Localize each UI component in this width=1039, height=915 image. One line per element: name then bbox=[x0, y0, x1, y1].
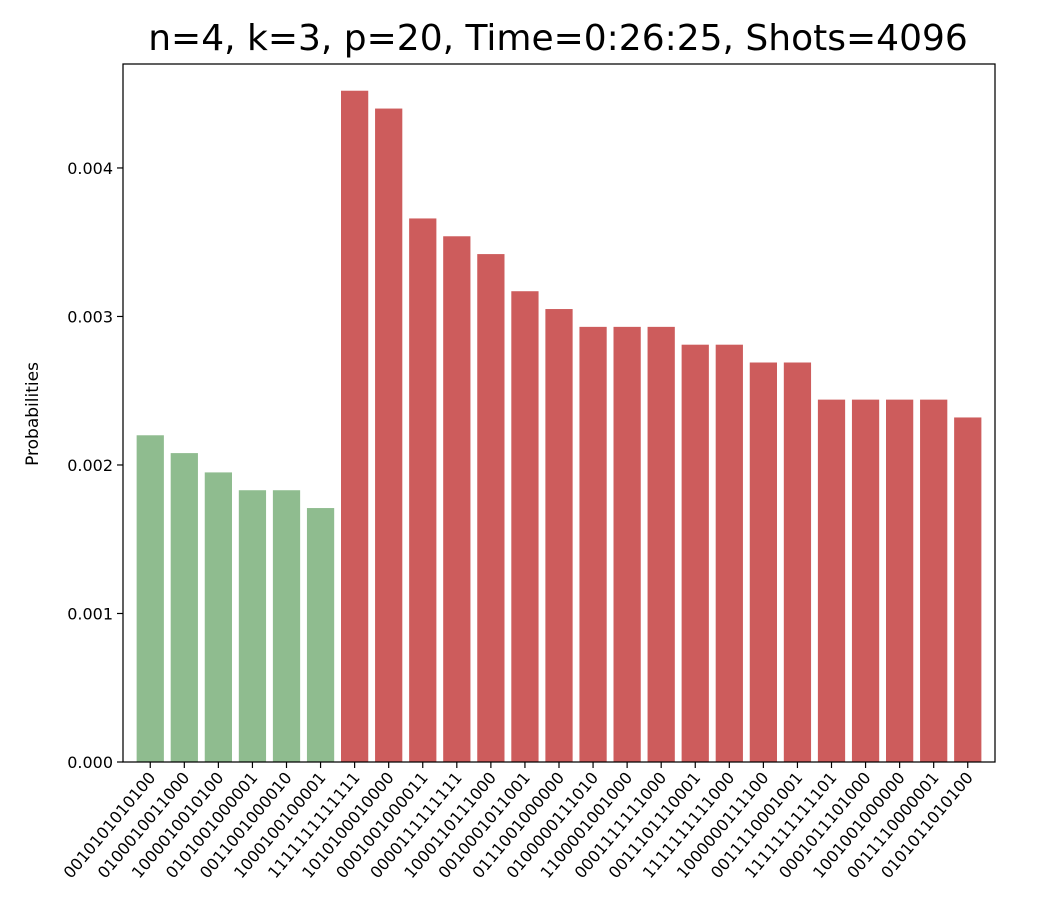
y-tick-label: 0.000 bbox=[67, 753, 113, 772]
bar-0100000111010 bbox=[579, 326, 607, 762]
bar-0011110000001 bbox=[920, 399, 948, 762]
bar-0011110001001 bbox=[783, 362, 812, 762]
bar-0101011010100 bbox=[954, 417, 982, 762]
bar-0000111111111 bbox=[443, 236, 471, 762]
bars-layer bbox=[136, 90, 982, 763]
bar-1000000111100 bbox=[749, 362, 777, 762]
bar-1111111111000 bbox=[715, 344, 743, 762]
chart-title: n=4, k=3, p=20, Time=0:26:25, Shots=4096 bbox=[148, 18, 968, 59]
bar-0010001011001 bbox=[511, 291, 539, 762]
bar-0111001000000 bbox=[545, 309, 573, 762]
bar-1010100010000 bbox=[375, 108, 403, 763]
y-axis-ticks: 0.000 0.001 0.002 0.003 0.004 bbox=[67, 159, 123, 772]
bar-0001001000011 bbox=[409, 218, 437, 762]
plot-area-frame bbox=[122, 63, 996, 763]
y-tick-label: 0.003 bbox=[67, 307, 113, 326]
bar-0001011101000 bbox=[851, 399, 880, 762]
bar-0010101010100 bbox=[136, 435, 164, 762]
bar-1111111111101 bbox=[817, 399, 846, 762]
bar-1000010010100 bbox=[204, 472, 232, 762]
bar-0101001000001 bbox=[238, 490, 267, 762]
bar-1111111111111 bbox=[341, 90, 369, 763]
y-tick-label: 0.001 bbox=[67, 604, 113, 623]
bar-1000100100001 bbox=[306, 508, 335, 762]
bar-0100010011000 bbox=[170, 453, 198, 762]
y-tick-label: 0.004 bbox=[67, 159, 113, 178]
x-axis-ticks: 0010101010100010001001100010000100101000… bbox=[60, 762, 977, 882]
y-tick-label: 0.002 bbox=[67, 456, 113, 475]
bar-0011001000010 bbox=[272, 490, 301, 762]
bar-0001111111000 bbox=[647, 326, 675, 762]
bar-1000110111000 bbox=[477, 254, 505, 762]
bar-1100001001000 bbox=[613, 326, 641, 762]
bar-1001001000000 bbox=[886, 399, 914, 762]
y-axis-label: Probabilities bbox=[23, 362, 43, 466]
bar-0011101110001 bbox=[681, 344, 709, 762]
